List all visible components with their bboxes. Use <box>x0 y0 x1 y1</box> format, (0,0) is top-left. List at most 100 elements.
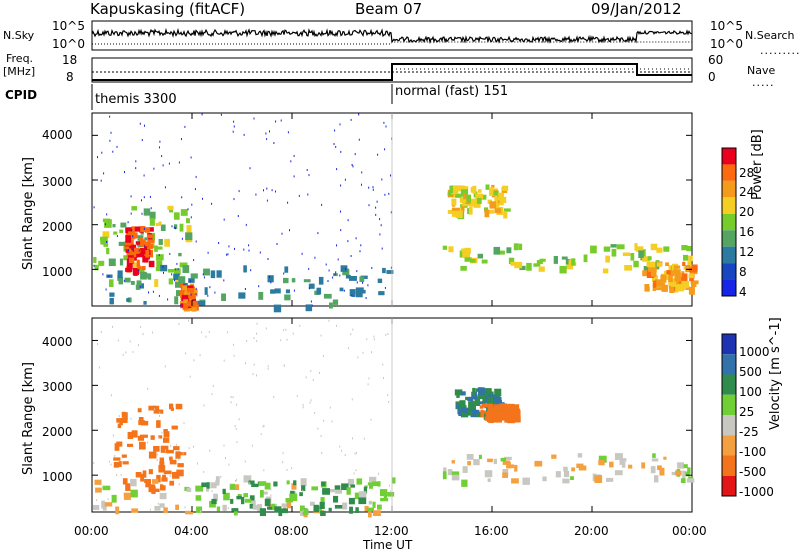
velocity-cell <box>177 463 184 468</box>
velocity-cell <box>350 484 355 488</box>
power-cell <box>622 252 631 257</box>
power-cell <box>349 276 357 281</box>
power-noise-cell <box>110 131 112 134</box>
power-ytick-4000: 4000 <box>42 128 73 142</box>
velocity-cell <box>659 467 665 476</box>
power-cell <box>108 258 116 267</box>
power-noise-cell <box>314 256 316 259</box>
power-noise-cell <box>105 288 107 291</box>
velocity-cell <box>577 453 583 458</box>
velocity-cell <box>494 388 502 397</box>
date-title: 09/Jan/2012 <box>591 0 682 18</box>
velocity-noise-cell <box>344 454 346 456</box>
power-cell <box>125 267 133 272</box>
power-noise-cell <box>287 201 289 204</box>
power-cell <box>685 265 691 273</box>
power-noise-cell <box>103 172 105 175</box>
power-cell <box>178 252 182 257</box>
velocity-cell <box>500 457 507 462</box>
power-noise-cell <box>195 287 197 290</box>
power-cell <box>686 246 692 252</box>
power-cell <box>656 262 662 267</box>
power-cell <box>149 218 155 226</box>
power-cell <box>188 278 195 283</box>
power-noise-cell <box>169 252 171 255</box>
power-noise-cell <box>293 289 295 292</box>
power-cell <box>655 279 663 287</box>
power-cell <box>602 268 609 274</box>
power-cell <box>339 287 344 292</box>
velocity-cell <box>447 469 453 476</box>
power-cell <box>133 268 138 276</box>
power-cell <box>513 243 519 251</box>
velocity-cell <box>274 506 282 513</box>
power-cell <box>178 276 186 284</box>
velocity-noise-cell <box>292 332 294 335</box>
velocity-noise-cell <box>363 437 365 440</box>
velocity-noise-cell <box>388 484 390 487</box>
power-cell <box>191 305 197 312</box>
velocity-cell <box>156 420 161 428</box>
velocity-cell <box>102 485 111 491</box>
power-cell <box>485 184 490 190</box>
velocity-noise-cell <box>137 344 139 347</box>
velocity-cell <box>348 497 355 505</box>
power-cell <box>464 257 472 262</box>
cpid-label: CPID <box>5 88 38 102</box>
power-noise-cell <box>283 272 285 275</box>
power-noise-cell <box>344 178 346 181</box>
power-noise-cell <box>258 285 260 288</box>
power-cbar-tick-4: 4 <box>739 285 747 299</box>
power-ytick-1000: 1000 <box>42 265 73 279</box>
power-cell <box>174 224 178 230</box>
power-cell <box>510 261 517 266</box>
power-noise-cell <box>167 298 169 301</box>
velocity-noise-cell <box>280 339 282 342</box>
velocity-noise-cell <box>203 404 205 407</box>
xtick-1: 04:00 <box>174 524 209 538</box>
velocity-noise-cell <box>188 319 189 322</box>
power-cell <box>181 295 190 302</box>
velocity-cell <box>251 483 259 488</box>
power-cell <box>644 284 650 292</box>
power-noise-cell <box>97 156 98 159</box>
velocity-noise-cell <box>328 319 330 322</box>
power-noise-cell <box>340 184 342 187</box>
power-cell <box>681 245 688 251</box>
power-noise-cell <box>335 145 337 148</box>
velocity-noise-cell <box>263 424 265 427</box>
velocity-noise-cell <box>170 445 172 447</box>
velocity-cell <box>482 396 486 405</box>
velocity-cell <box>95 487 102 493</box>
power-cell <box>160 224 166 232</box>
power-cell <box>669 286 675 294</box>
velocity-cell <box>369 482 373 489</box>
velocity-noise-cell <box>159 411 161 414</box>
velocity-cell <box>455 404 460 409</box>
power-noise-cell <box>384 286 386 289</box>
velocity-noise-cell <box>387 333 389 335</box>
velocity-cell <box>169 456 173 461</box>
power-noise-cell <box>321 203 323 206</box>
power-cell <box>674 274 682 282</box>
velocity-noise-cell <box>147 387 149 390</box>
power-noise-cell <box>209 286 211 289</box>
velocity-cell <box>515 408 520 413</box>
power-cell <box>143 208 151 216</box>
velocity-noise-cell <box>182 452 184 455</box>
power-noise-cell <box>298 194 300 197</box>
velocity-noise-cell <box>323 419 325 422</box>
freq-tick-bottom: 8 <box>66 70 74 84</box>
power-noise-cell <box>266 187 268 190</box>
velocity-noise-cell <box>262 425 264 428</box>
power-noise-cell <box>377 153 379 156</box>
velocity-cell <box>506 461 511 469</box>
power-cell <box>308 283 315 289</box>
power-cell <box>93 257 97 263</box>
velocity-cell <box>160 445 169 453</box>
velocity-cell <box>152 479 159 484</box>
power-cell <box>183 299 189 306</box>
power-noise-cell <box>116 145 118 148</box>
nsky-tick-bottom-right: 10^0 <box>710 37 743 51</box>
power-cell <box>128 249 137 258</box>
